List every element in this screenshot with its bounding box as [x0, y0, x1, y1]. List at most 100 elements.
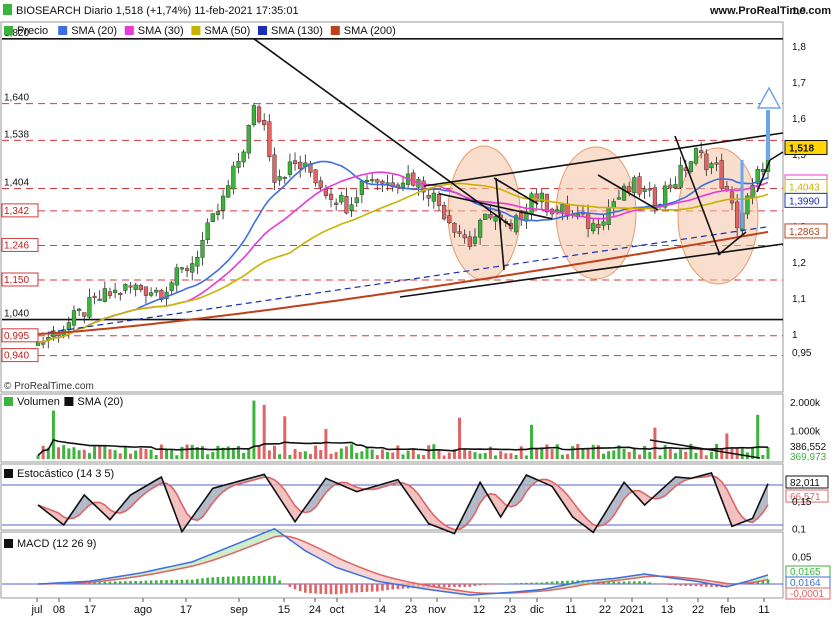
- volume-bar: [206, 454, 209, 459]
- candle: [273, 155, 277, 183]
- volume-bar: [494, 455, 497, 459]
- macd-histogram-bar: [289, 584, 292, 587]
- candle: [319, 181, 323, 188]
- candle: [411, 173, 415, 186]
- volume-bar: [520, 446, 523, 459]
- candle: [190, 263, 194, 272]
- candle: [180, 268, 184, 270]
- macd-histogram-bar: [654, 583, 657, 584]
- date-tick-label: 14: [374, 604, 386, 616]
- candle: [365, 180, 369, 182]
- macd-histogram-bar: [556, 581, 559, 584]
- macd-histogram-bar: [129, 581, 132, 584]
- macd-histogram-bar: [140, 581, 143, 584]
- macd-histogram-bar: [386, 584, 389, 590]
- candle: [648, 189, 652, 191]
- macd-histogram-bar: [145, 581, 148, 584]
- candle: [704, 154, 708, 170]
- macd-histogram-bar: [510, 583, 513, 584]
- volume-bar: [180, 447, 183, 459]
- macd-tick-label: 0,1: [792, 525, 806, 536]
- date-tick-label: 15: [278, 604, 290, 616]
- macd-histogram-bar: [376, 584, 379, 592]
- macd-histogram-bar: [309, 584, 312, 593]
- macd-histogram-bar: [479, 584, 482, 585]
- legend-swatch: [4, 469, 13, 478]
- macd-histogram-bar: [165, 580, 168, 584]
- candle: [401, 183, 405, 187]
- macd-histogram-bar: [124, 581, 127, 584]
- volume-bar: [330, 454, 333, 459]
- macd-histogram-bar: [525, 583, 528, 584]
- candle: [88, 297, 92, 317]
- volume-bar: [211, 452, 214, 459]
- volume-bar: [366, 447, 369, 459]
- candle: [237, 161, 241, 167]
- site-name[interactable]: www.ProRealTime.com: [709, 5, 831, 17]
- candle: [694, 148, 698, 163]
- macd-histogram-bar: [304, 584, 307, 593]
- macd-histogram-bar: [206, 578, 209, 584]
- macd-histogram-bar: [659, 584, 662, 585]
- candle: [386, 183, 390, 185]
- volume-bar: [458, 418, 461, 459]
- volume-bar: [170, 449, 173, 459]
- legend-label: SMA (30): [138, 25, 184, 37]
- level-label: 1,404: [4, 178, 29, 189]
- candle: [560, 205, 564, 212]
- macd-histogram-bar: [633, 581, 636, 584]
- macd-histogram-bar: [109, 582, 112, 584]
- volume-bar: [108, 449, 111, 459]
- level-label: 1,640: [4, 93, 29, 104]
- volume-bar: [556, 444, 559, 459]
- macd-histogram-bar: [638, 581, 641, 584]
- macd-histogram-bar: [458, 584, 461, 587]
- macd-histogram-bar: [494, 584, 497, 585]
- price-tick-label: 1,7: [792, 78, 806, 89]
- candle: [293, 161, 297, 164]
- macd-value-tag: 0,0165: [790, 567, 821, 578]
- volume-bar: [37, 456, 40, 459]
- candle: [201, 240, 205, 257]
- volume-bar: [561, 455, 564, 459]
- candle: [360, 181, 364, 195]
- volume-bar: [664, 445, 667, 459]
- volume-bar: [437, 450, 440, 459]
- macd-histogram-bar: [294, 584, 297, 589]
- volume-bar: [273, 446, 276, 459]
- volume-bar: [360, 451, 363, 459]
- volume-bar: [499, 451, 502, 459]
- volume-bar: [530, 425, 533, 459]
- candle: [118, 293, 122, 295]
- macd-histogram-bar: [242, 576, 245, 584]
- volume-bar: [545, 444, 548, 459]
- volume-bar: [674, 453, 677, 459]
- candle: [643, 189, 647, 192]
- legend-swatch: [331, 26, 340, 35]
- volume-bar: [268, 450, 271, 459]
- candle: [447, 216, 451, 223]
- volume-bar: [720, 449, 723, 459]
- volume-bar: [386, 452, 389, 459]
- price-tick-label: 1,8: [792, 42, 806, 53]
- candle: [689, 162, 693, 172]
- volume-bar: [294, 449, 297, 459]
- candle: [668, 185, 672, 188]
- price-value-tag-label: 1,3990: [789, 196, 820, 207]
- volume-bar: [422, 455, 425, 459]
- candle: [679, 165, 683, 187]
- candle: [345, 196, 349, 213]
- candle: [82, 312, 86, 316]
- candle: [591, 223, 595, 230]
- candle: [458, 232, 462, 234]
- macd-histogram-bar: [201, 578, 204, 584]
- volume-bar: [468, 451, 471, 459]
- macd-histogram-bar: [222, 577, 225, 584]
- macd-histogram-bar: [283, 584, 286, 585]
- candle: [139, 285, 143, 290]
- macd-histogram-bar: [628, 581, 631, 584]
- volume-bar: [705, 455, 708, 459]
- volume-bar: [252, 401, 255, 459]
- macd-histogram-bar: [551, 582, 554, 584]
- macd-histogram-bar: [93, 583, 96, 584]
